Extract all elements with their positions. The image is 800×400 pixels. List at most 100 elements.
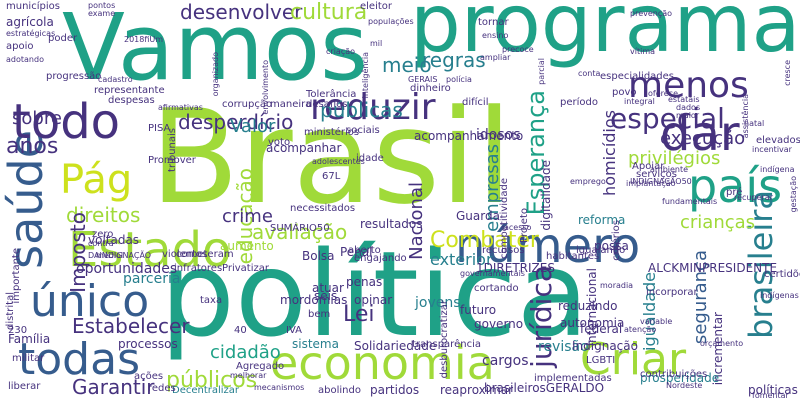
word-unico: único <box>30 276 150 327</box>
word-agregado: Agregado <box>236 361 285 372</box>
word-desperdicio: desperdício <box>178 110 294 134</box>
word-brasil: Brasil <box>150 81 513 233</box>
word-adotando: adotando <box>6 55 44 64</box>
word-organizado: organizado <box>211 52 220 97</box>
word-revisao: revisão <box>538 339 589 355</box>
word-possa: possa <box>594 239 629 253</box>
word-ensino: ensino <box>482 31 509 40</box>
word-ambiente: ambiente <box>650 165 689 174</box>
word-nordeste: Nordeste <box>666 381 703 390</box>
word-despesas: despesas <box>108 95 155 106</box>
word-parcial: parcial <box>537 58 546 85</box>
word-periodo: período <box>560 97 598 108</box>
word-voltadas: voltadas <box>88 233 140 247</box>
word-policia: polícia <box>446 75 472 84</box>
word-taxa: taxa <box>200 295 223 306</box>
word-execucao: execução <box>660 128 746 149</box>
word-pre: pré <box>726 187 743 198</box>
word-pontos: pontos <box>88 1 116 10</box>
word-garantir: Garantir <box>72 375 155 399</box>
word-oferece: oferece <box>648 89 678 98</box>
word-acoes: ações <box>134 371 164 382</box>
word-futuro: futuro <box>460 303 497 317</box>
word-redes: redes <box>148 383 176 394</box>
word-programa: programa <box>410 0 800 70</box>
word-contribuicoes: contribuições <box>640 369 708 380</box>
word-emprego: emprego <box>570 177 606 186</box>
word-parceria: parceria <box>123 271 181 287</box>
word-acesso: acesso <box>504 223 532 232</box>
word-alckmin: ALCKMINPRESIDENTE <box>648 261 778 275</box>
word-precoce: precoce <box>502 45 534 54</box>
word-combater: Combater <box>430 228 539 253</box>
word-mil: mil <box>370 39 383 48</box>
word-pisa: PISA <box>148 123 171 134</box>
word-pag: Pág <box>60 157 133 203</box>
word-estado: Estado <box>68 222 232 278</box>
word-federal: federal <box>580 322 623 336</box>
word-especial: especial <box>610 102 725 135</box>
word-adolescentes: adolescentes <box>312 157 365 166</box>
word-sociais: sociais <box>346 125 380 136</box>
word-idade: idade <box>356 153 384 164</box>
word-melhorar: melhorar <box>230 371 267 380</box>
word-dinheiro: dinheiro <box>410 83 451 94</box>
word-seis: seis <box>314 289 338 303</box>
word-nt: 67L <box>322 171 341 182</box>
word-dificil: difícil <box>462 97 489 108</box>
word-recursos: recursos <box>482 245 525 256</box>
word-crime: crime <box>222 206 273 227</box>
word-estrategicas: estratégicas <box>6 29 56 38</box>
word-desafios: desafios <box>306 99 348 110</box>
word-apoiar: Apoiar <box>632 161 665 172</box>
word-sistema: sistema <box>292 337 339 351</box>
word-cometeram: cometeram <box>176 249 234 260</box>
word-liberar: liberar <box>8 381 41 392</box>
word-elevados: elevados <box>756 135 800 146</box>
word-engajando: engajando <box>354 253 407 264</box>
word-pais: país <box>688 159 783 213</box>
word-necessitados: necessitados <box>290 203 356 214</box>
word-tornar: tornar <box>478 17 509 28</box>
word-menos: menos <box>628 65 749 106</box>
word-dados: dados <box>676 103 701 112</box>
word-avaliacao: avaliação <box>252 220 348 244</box>
word-brasileirosgeraldo: brasileirosGERALDO <box>484 381 605 395</box>
word-habitantes: habitantes <box>546 251 600 262</box>
word-contra: contra <box>88 239 114 248</box>
word-populacoes: populações <box>368 17 414 26</box>
word-guarda: Guarda <box>456 209 500 223</box>
word-cortando: cortando <box>474 283 519 294</box>
word-reduzindo: reduzindo <box>558 299 618 313</box>
word-implementadas: implementadas <box>534 373 612 384</box>
word-zero: zero <box>92 229 114 240</box>
word-integral: integral <box>624 97 655 106</box>
word-apoio: apoio <box>6 41 34 52</box>
word-aumento: aumento <box>220 239 274 253</box>
word-digitalidade: digitalidade <box>539 160 553 231</box>
word-afirmativas: afirmativas <box>158 103 203 112</box>
word-processos: processos <box>118 337 178 351</box>
word-criancas: crianças <box>680 212 756 233</box>
word-maneira: maneira <box>270 99 312 110</box>
word-daindignacao: DAINDIGNAÇÃO <box>88 251 152 260</box>
word-jovens: jovens <box>415 295 461 311</box>
word-atuar: atuar <box>312 281 344 295</box>
word-oportunidades: oportunidades <box>76 261 178 277</box>
word-aberto: aberto <box>348 245 381 256</box>
word-indigenas: indígenas <box>760 291 799 300</box>
word-abolindo: abolindo <box>318 385 361 396</box>
word-privilegios: privilégios <box>628 148 721 169</box>
word-voto: voto <box>268 137 291 148</box>
word-meio: meio <box>382 53 432 77</box>
word-cultura: cultura <box>290 0 368 25</box>
word-mordomias: mordomias <box>280 293 348 307</box>
word-governo: governo <box>474 317 524 331</box>
word-familia: Família <box>8 332 51 346</box>
word-acompanhar: acompanhar <box>266 141 342 155</box>
word-recuperar: recuperar <box>734 193 773 202</box>
word-cargos: cargos <box>482 353 529 369</box>
word-gestacao: gestação <box>789 176 798 213</box>
word-ministerios: ministérios <box>304 127 360 138</box>
